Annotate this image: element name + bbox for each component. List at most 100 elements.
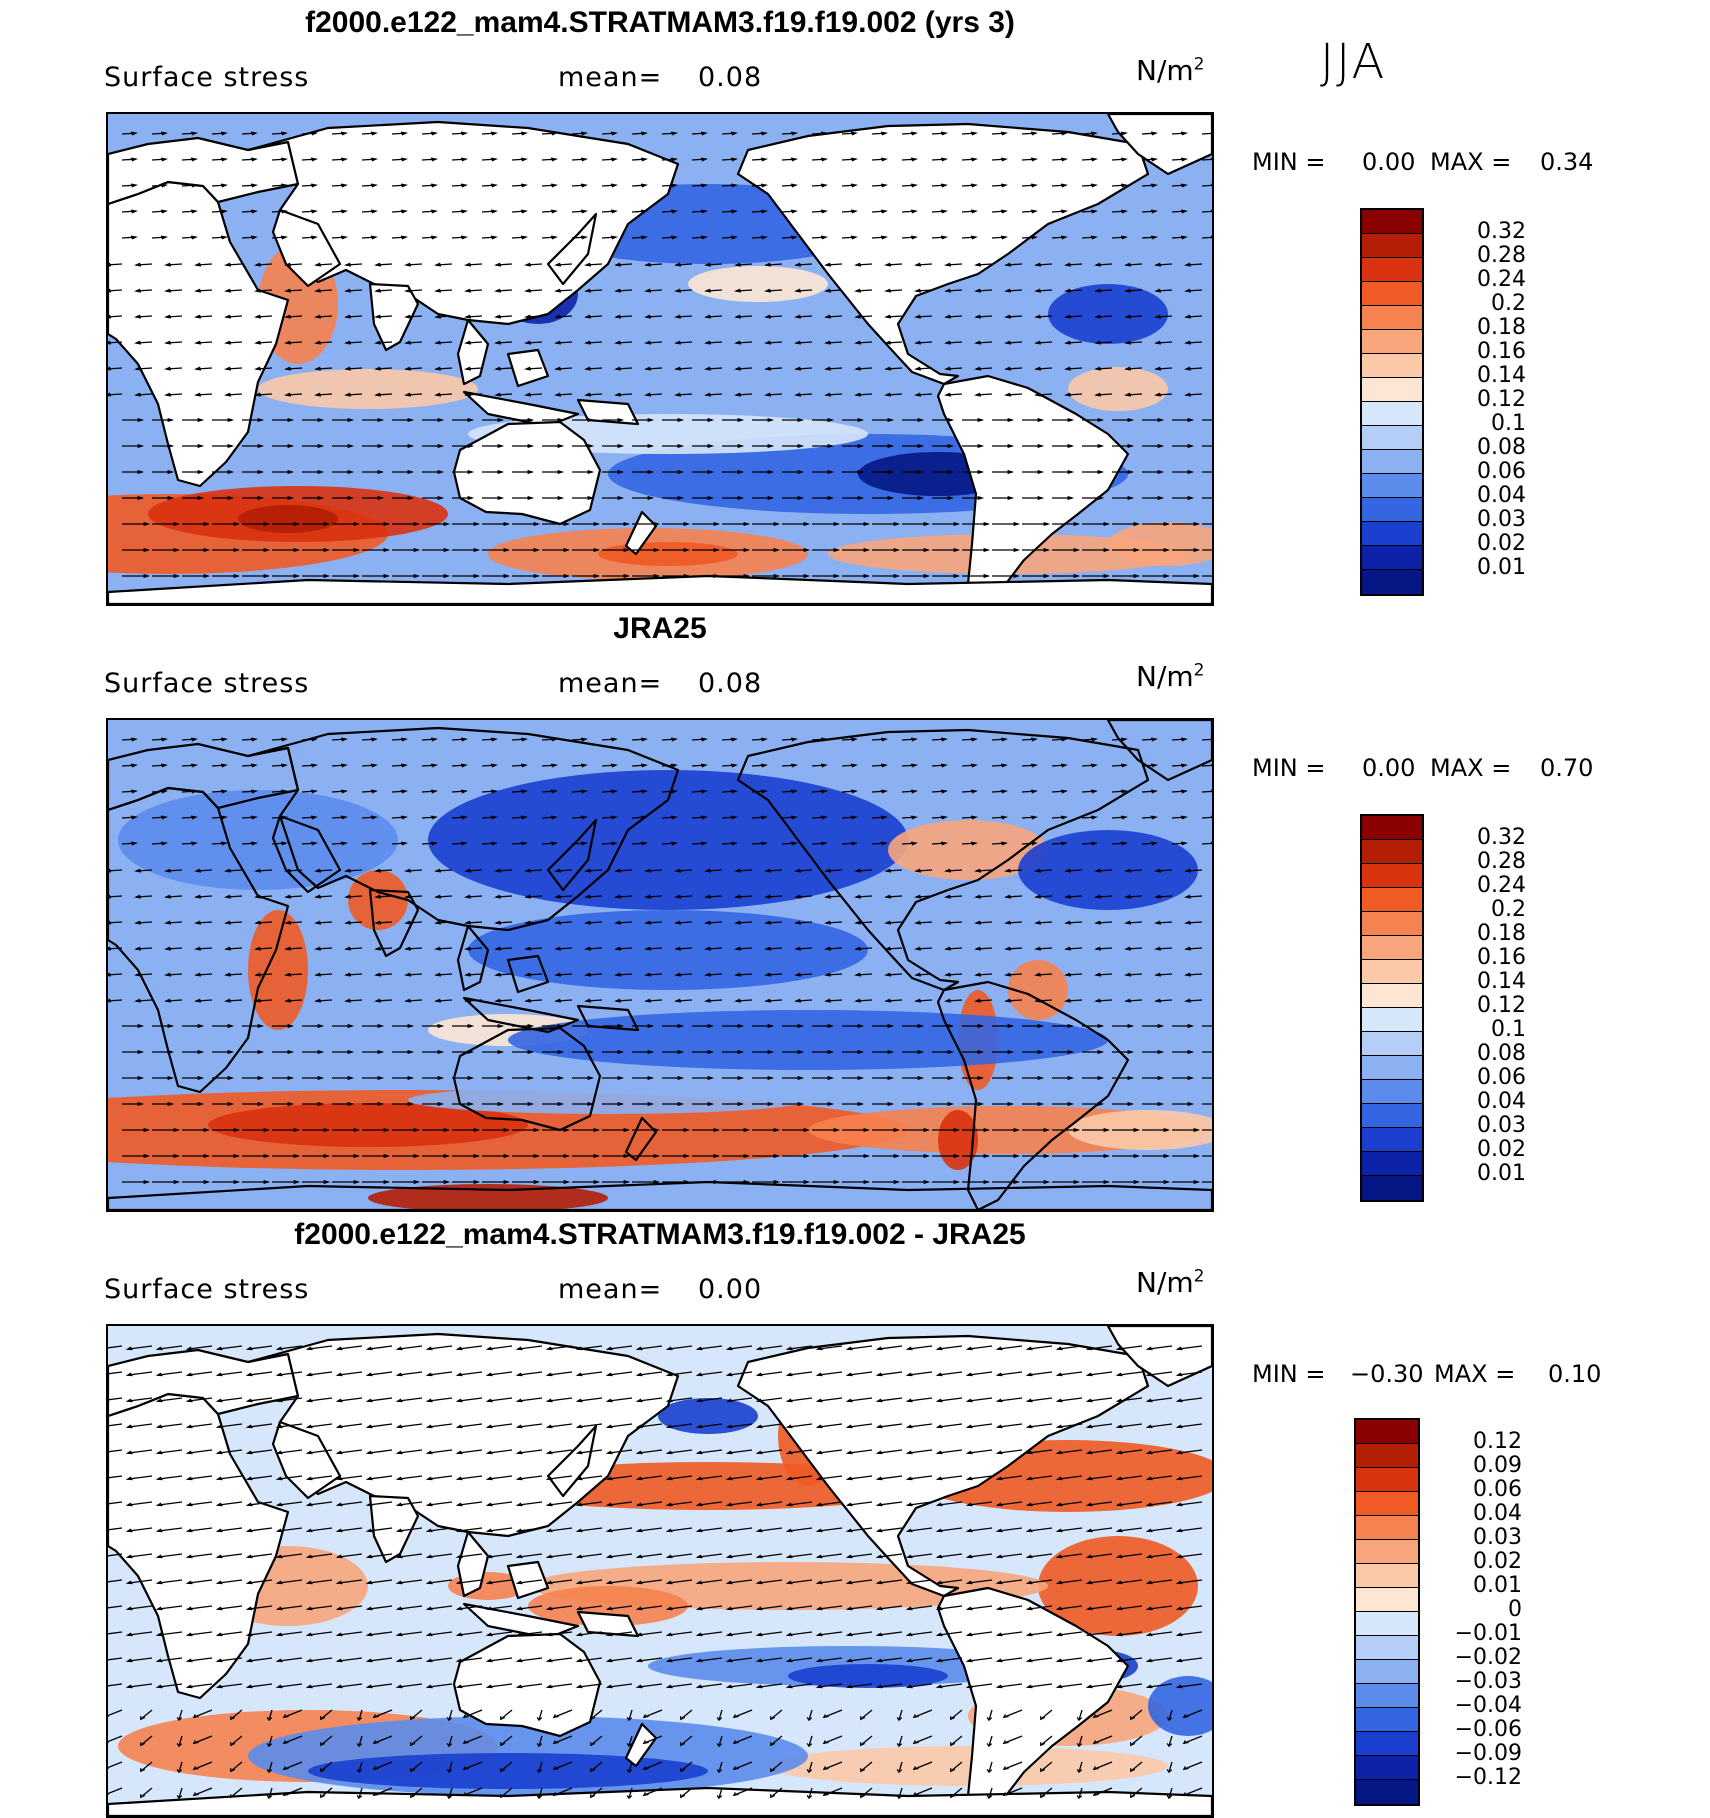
stress-vector-head: [626, 1769, 633, 1774]
stress-vector-head: [335, 1346, 343, 1351]
coastline-nz: [624, 1116, 658, 1162]
stress-vector-head: [137, 470, 145, 474]
stress-vector-head: [443, 1180, 451, 1184]
stress-vector-head: [725, 1476, 733, 1481]
stress-vector-head: [190, 183, 199, 188]
stress-vector: [877, 1501, 903, 1506]
stress-vector: [397, 1683, 423, 1688]
panel-2-map-canvas: [108, 720, 1212, 1210]
stress-vector-head: [743, 1154, 751, 1158]
coastline-newguinea: [576, 1004, 640, 1032]
stress-vector: [817, 1371, 843, 1376]
coastline-nz: [624, 510, 658, 556]
stress-vector-head: [167, 1102, 175, 1106]
stress-vector: [937, 1605, 963, 1610]
stress-vector-head: [575, 1606, 583, 1611]
stress-vector-head: [1004, 340, 1012, 345]
stress-vector: [1087, 1553, 1113, 1558]
stress-vector: [457, 1631, 483, 1636]
stress-vector: [108, 1345, 123, 1349]
stress-vector-head: [515, 1346, 523, 1351]
stress-vector-head: [134, 920, 142, 925]
stress-vector-head: [314, 868, 322, 873]
stress-vector-head: [1115, 1450, 1123, 1455]
stress-vector-head: [575, 1424, 583, 1429]
stress-vector-head: [284, 288, 292, 293]
stress-vector: [1117, 1605, 1143, 1610]
stress-vector-head: [494, 972, 502, 977]
stress-vector-head: [233, 1128, 241, 1132]
stress-vector-head: [827, 1050, 835, 1054]
stress-vector-head: [323, 1180, 331, 1184]
stress-vector: [526, 921, 543, 924]
stress-vector-head: [305, 1476, 313, 1481]
stress-vector-head: [884, 262, 892, 267]
stress-vector: [108, 973, 123, 976]
stress-vector: [607, 1657, 633, 1662]
colorbar-swatch: [1362, 864, 1422, 888]
stress-vector-head: [245, 1346, 253, 1351]
stress-vector-head: [515, 1398, 523, 1403]
stress-vector: [367, 1423, 393, 1428]
stress-vector: [967, 1527, 993, 1532]
stress-vector: [607, 1423, 633, 1428]
stress-vector-head: [647, 444, 655, 448]
stress-vector: [757, 1423, 783, 1428]
stress-vector-head: [443, 574, 451, 578]
stress-vector-head: [1103, 1154, 1111, 1158]
stress-vector-head: [815, 1398, 823, 1403]
coastline-arabia: [271, 1420, 342, 1500]
stress-vector-head: [737, 1102, 745, 1106]
stress-vector-head: [730, 157, 739, 162]
stress-vector: [676, 999, 693, 1002]
stress-vector-head: [815, 1658, 823, 1663]
stress-vector-head: [524, 920, 532, 925]
stress-vector: [487, 1423, 513, 1428]
stress-vector-head: [137, 444, 145, 448]
stress-vector: [736, 999, 753, 1002]
stress-vector-head: [125, 1502, 133, 1507]
stress-vector-head: [605, 1554, 613, 1559]
stress-vector-head: [356, 1769, 363, 1774]
stress-vector-head: [905, 1528, 913, 1533]
stress-vector: [427, 1683, 453, 1688]
stress-vector-head: [287, 496, 295, 500]
stress-vector-head: [665, 1606, 673, 1611]
stress-vector: [376, 315, 393, 318]
stress-vector-head: [314, 314, 322, 319]
stress-vector: [127, 1683, 153, 1688]
stress-vector-head: [857, 1050, 865, 1054]
stress-vector-head: [374, 972, 382, 977]
stress-vector-head: [575, 1528, 583, 1533]
stress-vector-head: [1154, 998, 1162, 1003]
stress-vector-head: [1004, 366, 1012, 371]
stress-vector-head: [644, 288, 652, 293]
stress-vector-head: [224, 392, 232, 397]
stress-vector-head: [533, 1180, 541, 1184]
stress-vector-head: [822, 1740, 829, 1745]
stress-vector: [967, 1371, 993, 1376]
stress-vector-head: [533, 548, 541, 552]
stress-vector-head: [190, 235, 199, 240]
stress-vector-head: [425, 1554, 433, 1559]
stress-vector: [616, 367, 633, 370]
stress-vector-head: [947, 1050, 955, 1054]
stress-vector-head: [815, 1424, 823, 1429]
stress-vector: [1186, 315, 1203, 318]
stress-vector-head: [863, 1180, 871, 1184]
stress-vector: [127, 1345, 153, 1350]
stress-vector: [856, 341, 873, 344]
stress-vector-head: [347, 418, 355, 422]
stress-vector-head: [134, 340, 142, 345]
stress-vector: [766, 367, 783, 370]
stress-vector-head: [730, 209, 739, 214]
stress-vector: [397, 1397, 423, 1402]
stress-vector: [226, 895, 243, 898]
stress-vector-head: [700, 763, 709, 768]
stress-vector-head: [533, 574, 541, 578]
stress-vector-head: [203, 1128, 211, 1132]
stress-vector-head: [275, 1554, 283, 1559]
stress-vector-head: [584, 946, 592, 951]
stress-vector-head: [425, 1528, 433, 1533]
stress-vector-head: [665, 1424, 673, 1429]
